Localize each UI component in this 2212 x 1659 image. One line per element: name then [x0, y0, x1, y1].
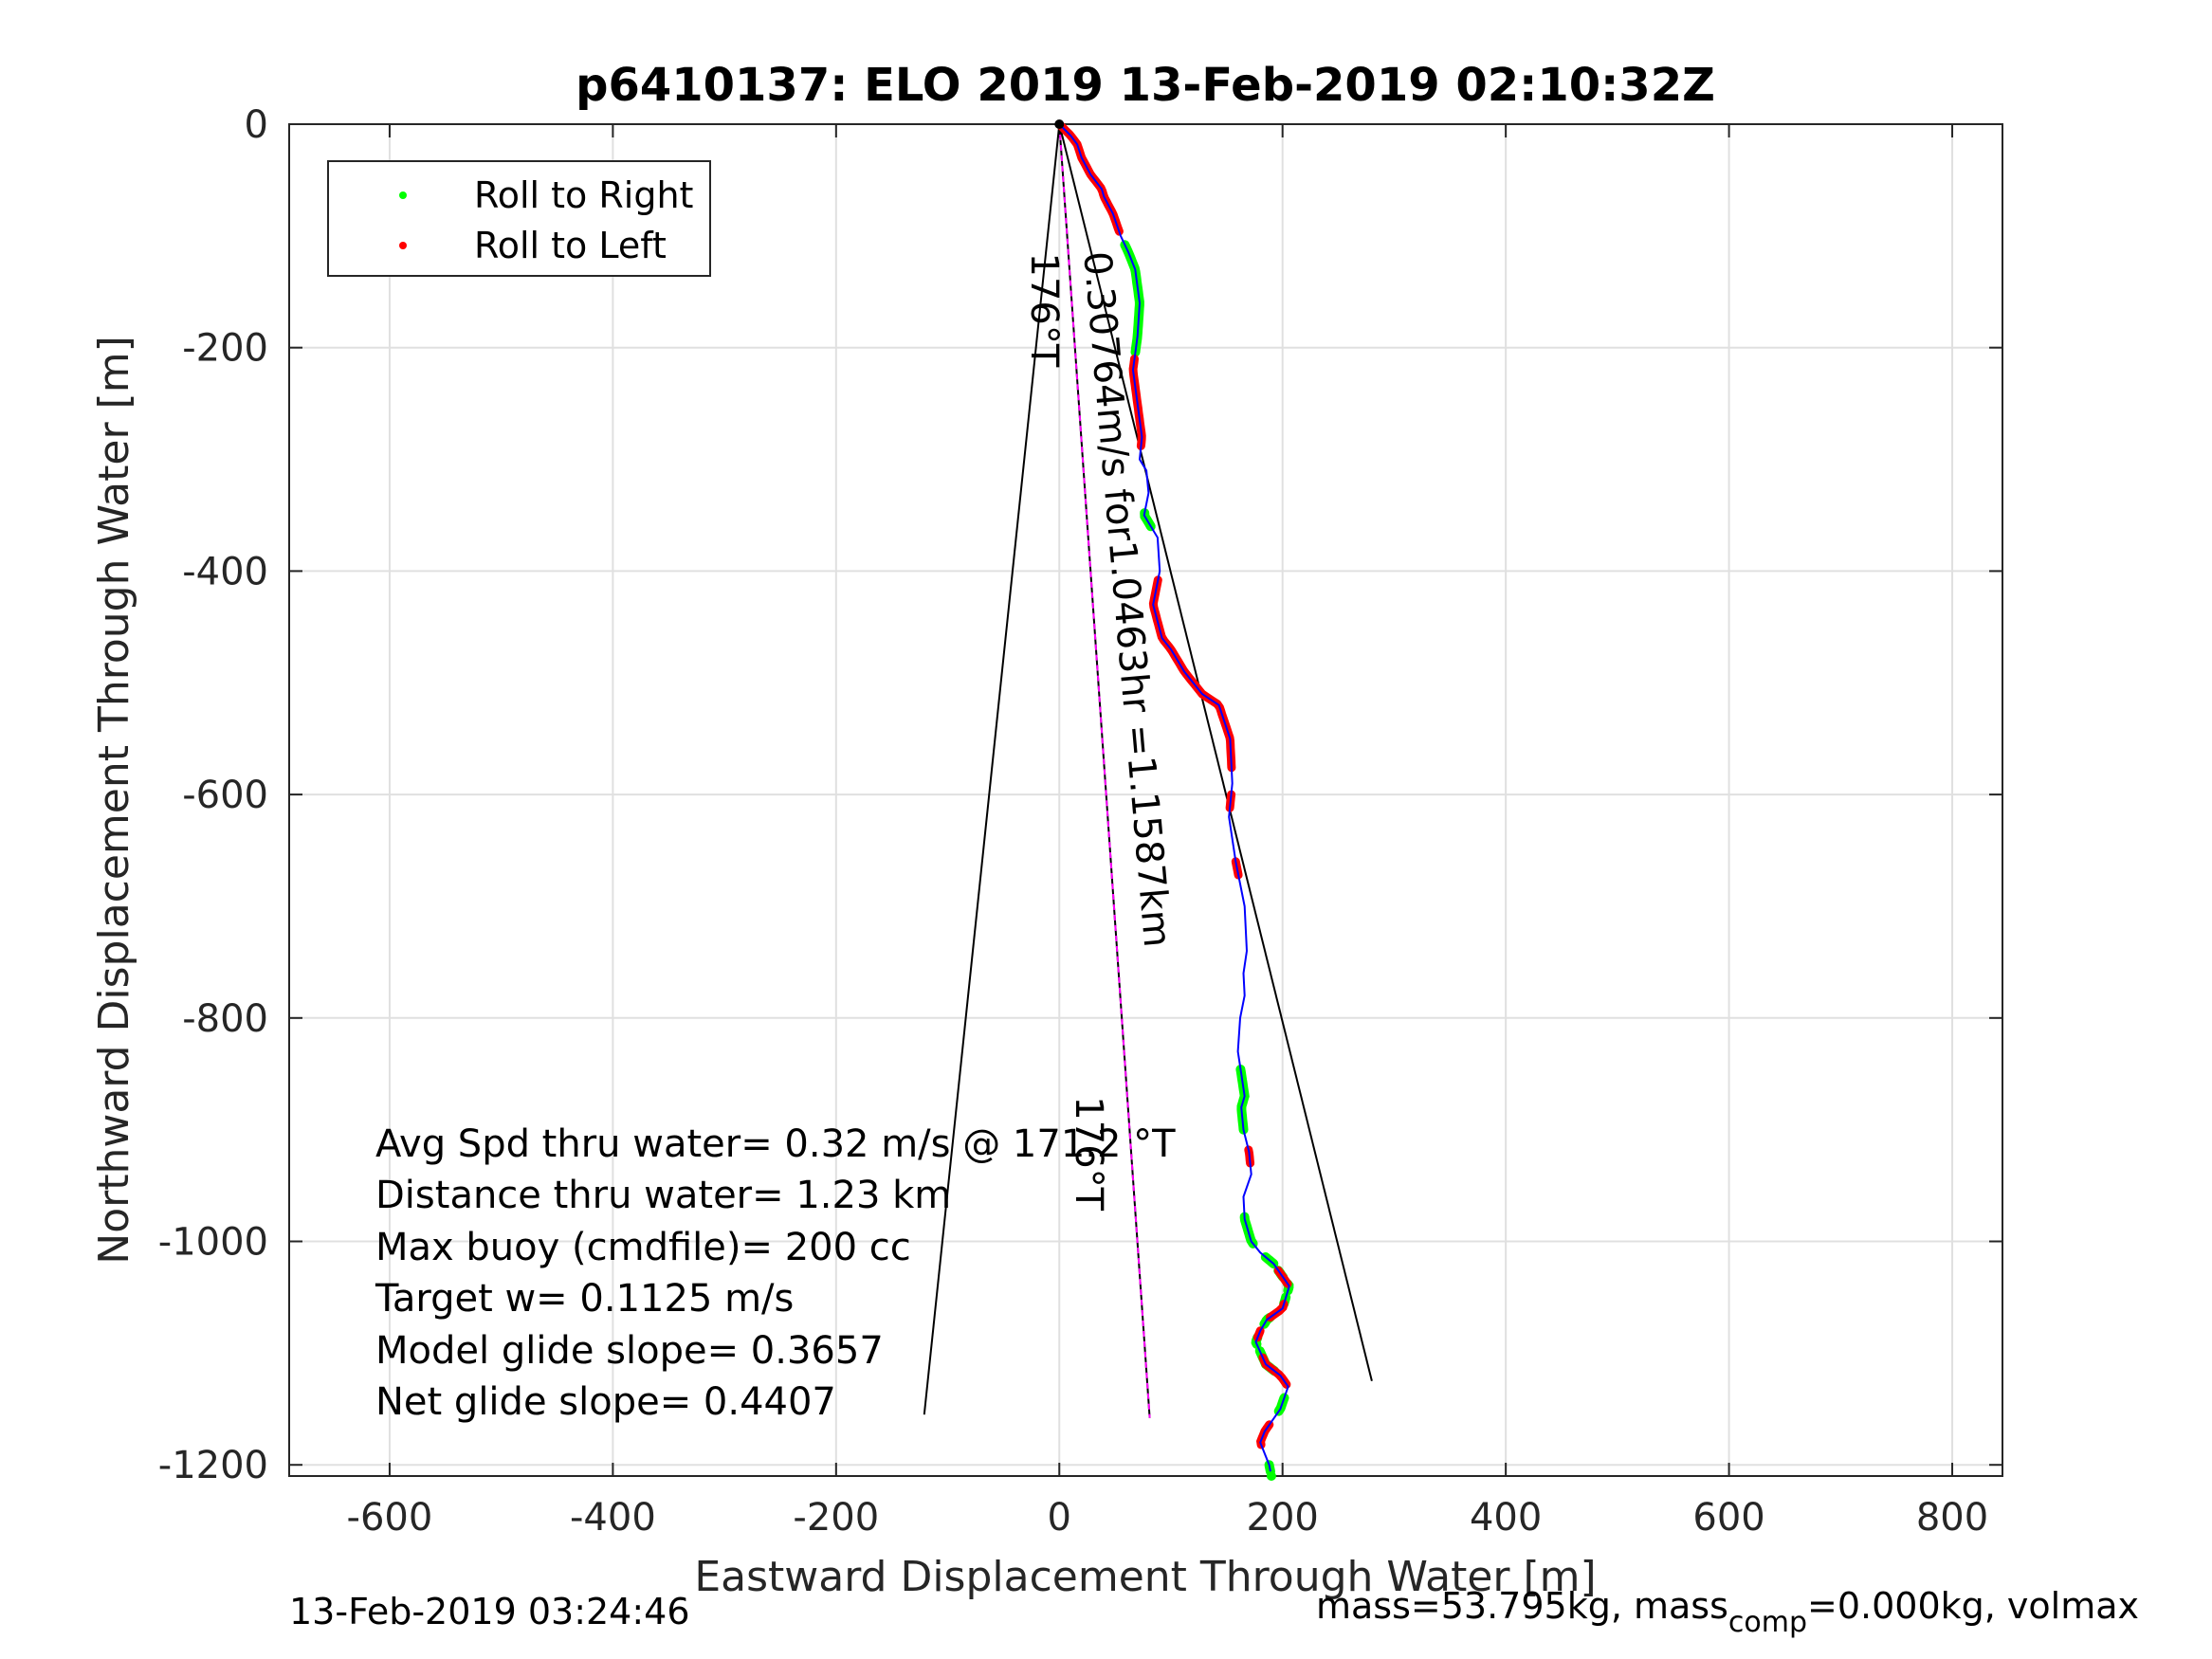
end-point	[1266, 1471, 1276, 1481]
stats-distance: Distance thru water= 1.23 km	[375, 1174, 951, 1217]
plot-area-frame	[288, 123, 2003, 1477]
glider-track-line	[1058, 123, 1290, 1477]
stats-net-glide: Net glide slope= 0.4407	[375, 1380, 836, 1424]
x-tick-label: 0	[1048, 1496, 1071, 1540]
y-tick-label: -200	[182, 327, 268, 371]
x-tick-label: -200	[793, 1496, 879, 1540]
x-tick-label: 200	[1247, 1496, 1319, 1540]
reference-line	[1058, 123, 1373, 1382]
axis-ticks: -600 -400 -200 0 200 400 600 800 0 -200 -400 -600 -8…	[158, 103, 2002, 1540]
legend-label-roll-right: Roll to Right	[474, 174, 693, 216]
y-tick-label: -1200	[158, 1444, 268, 1487]
y-tick-label: -400	[182, 550, 268, 593]
chart-title: p6410137: ELO 2019 13-Feb-2019 02:10:32Z	[576, 59, 1715, 112]
start-point	[1054, 119, 1065, 129]
x-tick-label: 400	[1470, 1496, 1542, 1540]
y-tick-label: 0	[245, 103, 268, 147]
stats-avg-speed: Avg Spd thru water= 0.32 m/s @ 171.2 °T	[375, 1122, 1176, 1166]
reference-line	[923, 123, 1061, 1415]
x-tick-label: -600	[347, 1496, 433, 1540]
legend: Roll to Right Roll to Left	[327, 160, 711, 277]
stats-model-glide: Model glide slope= 0.3657	[375, 1329, 884, 1373]
stats-max-buoy: Max buoy (cmdfile)= 200 cc	[375, 1226, 911, 1269]
rotated-annotation-2: 176°T	[1022, 253, 1066, 368]
legend-box	[327, 160, 711, 277]
data-lines	[923, 119, 1373, 1481]
rotated-annotation-3: 176°T	[1067, 1096, 1110, 1211]
y-tick-label: -1000	[158, 1221, 268, 1265]
y-axis-label: Northward Displacement Through Water [m]	[90, 336, 138, 1264]
y-tick-label: -600	[182, 774, 268, 817]
footer-timestamp: 13-Feb-2019 03:24:46	[289, 1591, 690, 1632]
legend-marker-roll-right	[399, 191, 407, 199]
x-tick-label: 800	[1916, 1496, 1988, 1540]
x-tick-label: -400	[570, 1496, 656, 1540]
legend-label-roll-left: Roll to Left	[474, 225, 667, 266]
x-tick-label: 600	[1692, 1496, 1764, 1540]
stats-block: Avg Spd thru water= 0.32 m/s @ 171.2 °T …	[375, 1122, 1176, 1424]
legend-marker-roll-left	[399, 242, 407, 249]
y-tick-label: -800	[182, 997, 268, 1041]
x-axis-label: Eastward Displacement Through Water [m]	[694, 1553, 1596, 1601]
stats-target-w: Target w= 0.1125 m/s	[375, 1277, 794, 1321]
model-heading-dash	[1058, 123, 1151, 1418]
footer-mass-info: mass=53.795kg, masscomp=0.000kg, volmax	[1316, 1585, 2139, 1639]
